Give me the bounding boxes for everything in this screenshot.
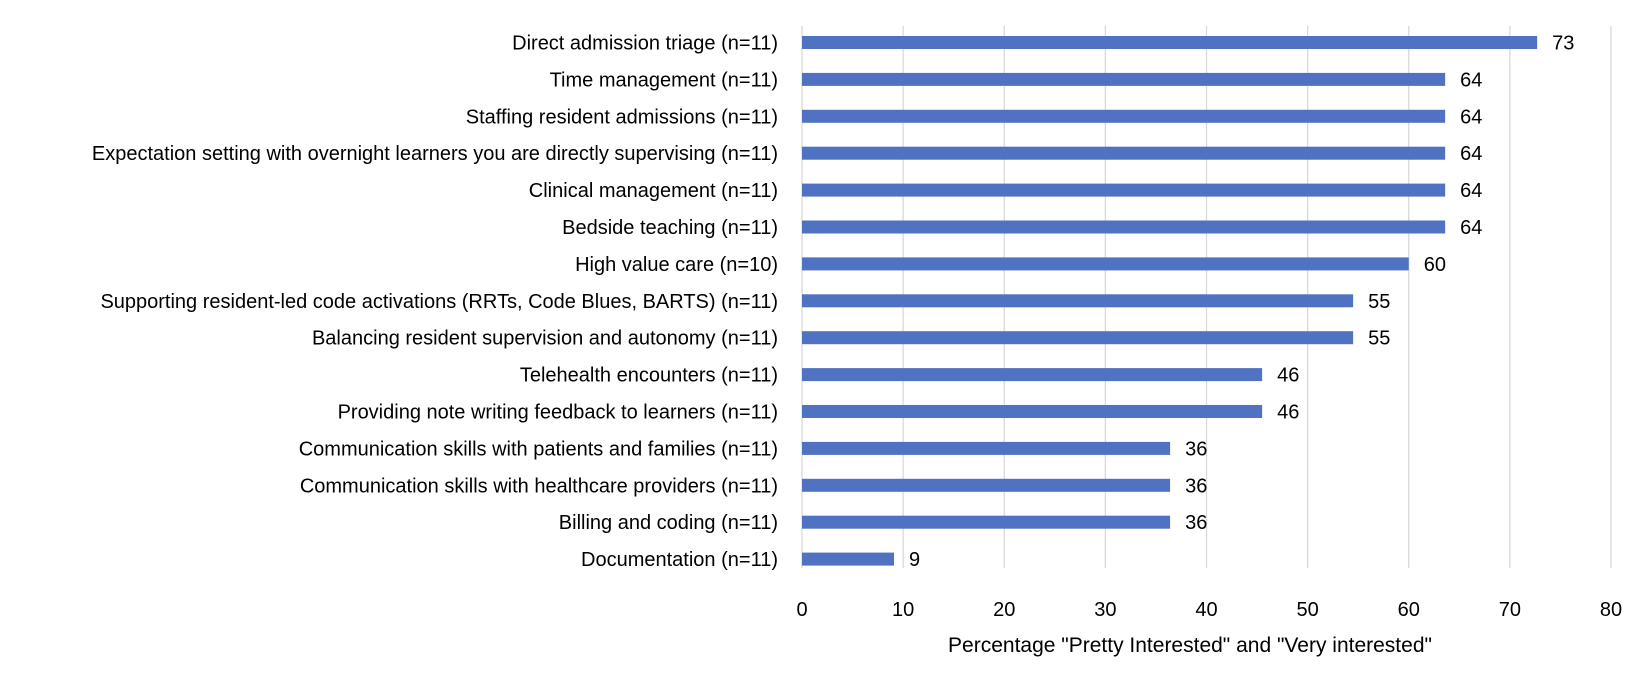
- category-label: Billing and coding (n=11): [559, 512, 778, 534]
- bar: [802, 478, 1171, 492]
- data-label: 46: [1277, 402, 1299, 424]
- tick-layer: 0 10 20 30 40 50 60 70 80: [796, 599, 1622, 621]
- label-layer: Direct admission triage (n=11) 73 Time man…: [92, 33, 1575, 572]
- x-tick-label: 20: [993, 599, 1015, 621]
- data-label: 55: [1368, 328, 1390, 350]
- data-label: 46: [1277, 365, 1299, 387]
- bar: [802, 220, 1446, 234]
- x-axis-title: Percentage "Pretty Interested" and "Very…: [948, 634, 1432, 657]
- bar: [802, 515, 1171, 529]
- data-label: 55: [1368, 291, 1390, 313]
- data-label: 64: [1460, 106, 1482, 128]
- data-label: 36: [1185, 512, 1207, 534]
- category-label: Communication skills with patients and f…: [299, 438, 778, 460]
- category-label: Clinical management (n=11): [529, 180, 778, 202]
- category-label: Bedside teaching (n=11): [562, 217, 778, 239]
- bar-layer: [802, 36, 1538, 566]
- category-label: Balancing resident supervision and auton…: [312, 328, 778, 350]
- data-label: 36: [1185, 438, 1207, 460]
- data-label: 64: [1460, 143, 1482, 165]
- bar: [802, 72, 1446, 86]
- category-label: Supporting resident-led code activations…: [100, 291, 778, 313]
- bar: [802, 552, 895, 566]
- x-tick-label: 80: [1600, 599, 1622, 621]
- data-label: 64: [1460, 69, 1482, 91]
- bar: [802, 441, 1171, 455]
- x-tick-label: 0: [796, 599, 807, 621]
- x-tick-label: 30: [1094, 599, 1116, 621]
- category-label: Documentation (n=11): [581, 549, 778, 571]
- category-label: Telehealth encounters (n=11): [520, 365, 778, 387]
- category-label: Direct admission triage (n=11): [512, 33, 778, 55]
- category-label: Communication skills with healthcare pro…: [300, 475, 778, 497]
- x-tick-label: 70: [1499, 599, 1521, 621]
- data-label: 9: [909, 549, 920, 571]
- category-label: Providing note writing feedback to learn…: [338, 402, 778, 424]
- data-label: 60: [1424, 254, 1446, 276]
- data-label: 64: [1460, 217, 1482, 239]
- category-label: Staffing resident admissions (n=11): [466, 106, 778, 128]
- bar: [802, 36, 1538, 49]
- x-tick-label: 40: [1195, 599, 1217, 621]
- bar: [802, 183, 1446, 197]
- data-label: 73: [1552, 33, 1574, 55]
- category-label: Expectation setting with overnight learn…: [92, 143, 778, 165]
- x-tick-label: 60: [1398, 599, 1420, 621]
- bar: [802, 368, 1263, 382]
- data-label: 36: [1185, 475, 1207, 497]
- category-label: Time management (n=11): [550, 69, 778, 91]
- bar: [802, 257, 1409, 271]
- x-tick-label: 10: [892, 599, 914, 621]
- bar: [802, 294, 1354, 308]
- x-tick-label: 50: [1297, 599, 1319, 621]
- bar: [802, 331, 1354, 345]
- category-label: High value care (n=10): [575, 254, 778, 276]
- bar: [802, 405, 1263, 418]
- bar: [802, 146, 1446, 160]
- bar: [802, 109, 1446, 123]
- data-label: 64: [1460, 180, 1482, 202]
